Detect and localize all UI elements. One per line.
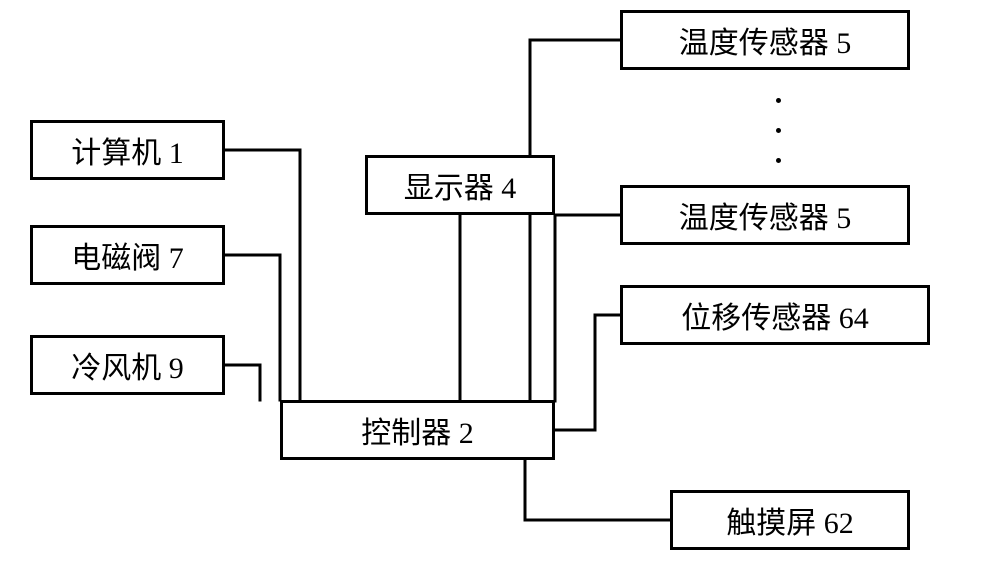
edge-solenoid — [225, 255, 280, 400]
node-label: 冷风机 9 — [71, 343, 184, 387]
node-computer: 计算机 1 — [30, 120, 225, 180]
node-controller: 控制器 2 — [280, 400, 555, 460]
ellipsis-dot — [776, 158, 781, 163]
node-solenoid: 电磁阀 7 — [30, 225, 225, 285]
node-label: 位移传感器 64 — [681, 293, 869, 337]
edge-temp_sensor_top — [530, 40, 620, 400]
node-temp-sensor-bottom: 温度传感器 5 — [620, 185, 910, 245]
node-display: 显示器 4 — [365, 155, 555, 215]
edge-disp_sensor — [555, 315, 620, 430]
node-label: 温度传感器 5 — [679, 18, 852, 62]
edge-computer — [225, 150, 300, 400]
edge-temp_sensor_bottom — [555, 215, 620, 401]
node-disp-sensor: 位移传感器 64 — [620, 285, 930, 345]
node-label: 温度传感器 5 — [679, 193, 852, 237]
node-cooling-fan: 冷风机 9 — [30, 335, 225, 395]
ellipsis-dot — [776, 128, 781, 133]
node-temp-sensor-top: 温度传感器 5 — [620, 10, 910, 70]
ellipsis-dot — [776, 98, 781, 103]
edge-cooling_fan — [225, 365, 260, 400]
edge-touchscreen — [525, 460, 670, 520]
node-label: 触摸屏 62 — [726, 498, 854, 542]
node-label: 计算机 1 — [71, 128, 184, 172]
node-label: 控制器 2 — [361, 408, 474, 452]
node-label: 显示器 4 — [404, 163, 517, 207]
node-touchscreen: 触摸屏 62 — [670, 490, 910, 550]
node-label: 电磁阀 7 — [71, 233, 184, 277]
